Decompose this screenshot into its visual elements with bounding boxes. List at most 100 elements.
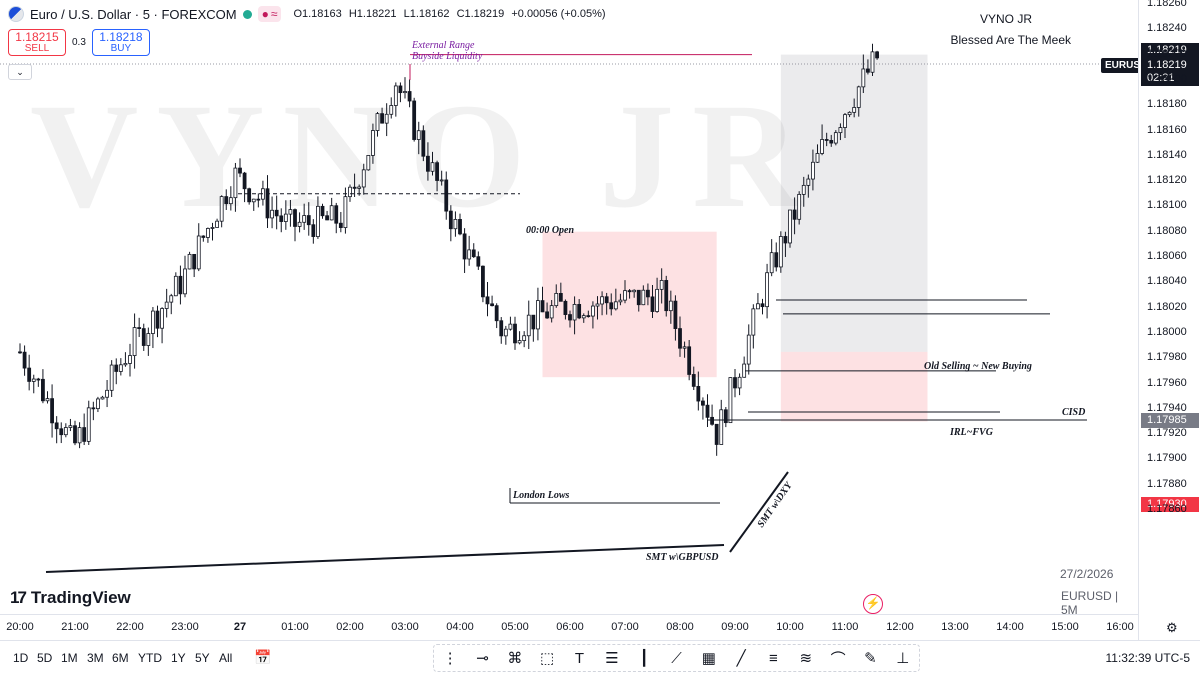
candle-body [169, 295, 174, 303]
candle-body [215, 220, 219, 228]
curve-icon[interactable]: ⌒ [830, 650, 846, 668]
candle-body [416, 130, 421, 140]
candle-body [109, 364, 114, 391]
time-axis[interactable]: 20:00 21:00 22:00 23:00 27 01:00 02:00 03:00 04:… [0, 614, 1138, 640]
candle-body [311, 224, 316, 237]
candle-body [756, 303, 760, 310]
candle-body [728, 377, 733, 424]
price-tick: 1.17920 [1147, 427, 1187, 440]
range-button-6m[interactable]: 6M [112, 651, 129, 665]
candle-body [183, 268, 187, 295]
grid-icon[interactable]: ▦ [701, 650, 716, 667]
cisd-label: CISD [1062, 407, 1085, 418]
dot-icon: ● [261, 7, 269, 21]
brush-icon[interactable]: ✎ [864, 650, 877, 667]
range-button-5d[interactable]: 5D [37, 651, 53, 665]
lightning-icon[interactable]: ⚡ [863, 594, 883, 614]
candle-body [178, 275, 183, 295]
irl-fvg-label: IRL~FVG [949, 427, 994, 438]
sell-button[interactable]: 1.18215 SELL [8, 29, 66, 56]
candle-body [595, 303, 600, 307]
text-tool-icon[interactable]: T [574, 649, 585, 667]
smt-dxy-label: SMT w\DXY [755, 480, 795, 530]
candle-body [458, 219, 462, 235]
candle-body [581, 315, 586, 319]
zigzag-icon[interactable]: ≋ [799, 650, 813, 667]
candle-body [334, 205, 339, 224]
candle-body [650, 296, 655, 312]
candle-body [778, 236, 783, 268]
compare-pill[interactable]: ● ≈ [257, 6, 282, 22]
external-range-label: External Range [411, 40, 475, 51]
candle-body [490, 303, 494, 307]
tradingview-logo[interactable]: 17 TradingView [10, 588, 131, 608]
candle-body [160, 308, 164, 329]
horizontal-line-icon[interactable]: ⊸ [476, 650, 489, 667]
time-tick: 27 [233, 621, 247, 633]
candle-body [627, 290, 632, 293]
candle-body [320, 205, 325, 217]
time-tick: 11:00 [831, 621, 859, 633]
chart-date: 27/2/2026 [1060, 567, 1114, 581]
cursor-icon[interactable]: ⋮ [442, 650, 458, 667]
candle-icon[interactable]: ┃ [639, 650, 649, 667]
ohlc-close: C1.18219 [456, 8, 505, 20]
range-button-5y[interactable]: 5Y [195, 651, 210, 665]
price-tick: 1.18240 [1147, 22, 1187, 35]
candle-body [73, 425, 77, 444]
candle-body [783, 236, 788, 244]
candle-body [265, 188, 270, 219]
fib-retracement-icon[interactable]: ☰ [605, 650, 619, 667]
symbol-title[interactable]: Euro / U.S. Dollar · 5 · FOREXCOM [30, 6, 237, 22]
range-button-3m[interactable]: 3M [87, 651, 104, 665]
candle-body [91, 407, 96, 410]
candle-body [96, 398, 100, 410]
rectangle-icon[interactable]: ⬚ [540, 650, 555, 667]
time-tick: 21:00 [61, 621, 89, 633]
candle-body [503, 328, 508, 337]
buy-button[interactable]: 1.18218 BUY [91, 29, 150, 56]
ohlc-high: H1.18221 [348, 8, 397, 20]
candle-body [274, 209, 279, 217]
price-axis[interactable]: 1.18219 1.18219 02:21 1.17985 1.17930 1.… [1138, 0, 1200, 640]
measure-icon[interactable]: ⊥ [896, 650, 910, 667]
candle-body [600, 296, 604, 305]
candle-body [224, 196, 229, 205]
trade-panel: 1.18215 SELL 0.3 1.18218 BUY [8, 29, 150, 56]
range-button-ytd[interactable]: YTD [138, 651, 162, 665]
ray-icon[interactable]: ╱ [736, 650, 746, 667]
range-button-all[interactable]: All [219, 651, 233, 665]
node-path-icon[interactable]: ⌘ [507, 650, 523, 667]
candle-body [233, 167, 238, 199]
candle-body [123, 363, 128, 366]
range-button-1d[interactable]: 1D [13, 651, 29, 665]
candle-body [737, 376, 742, 389]
candle-body [659, 280, 664, 290]
candle-body [632, 289, 637, 293]
smt-gbpusd-trendline [45, 544, 725, 573]
date-range-calendar-icon[interactable]: 📅 [254, 649, 272, 665]
clock-time[interactable]: 11:32:39 UTC-5 [1105, 651, 1191, 665]
candle-body [517, 340, 522, 344]
candle-body [820, 139, 824, 154]
collapse-chevron-icon[interactable]: ⌄ [8, 64, 32, 80]
candle-body [467, 249, 472, 260]
chart-area[interactable]: VYNO JR External Range Buyside Liquidity 0… [0, 0, 1138, 640]
candle-body [384, 113, 389, 124]
range-button-1m[interactable]: 1M [61, 651, 78, 665]
axis-settings-gear-icon[interactable]: ⚙ [1166, 620, 1178, 635]
candle-body [219, 196, 224, 222]
candle-body [201, 235, 206, 238]
candle-body [623, 290, 627, 301]
smt-gbpusd-label: SMT w\GBPUSD [646, 552, 719, 563]
parallel-channel-icon[interactable]: ≡ [769, 649, 778, 667]
symbol-header: Euro / U.S. Dollar · 5 · FOREXCOM ● ≈ O1… [8, 6, 610, 22]
trend-line-icon[interactable]: ⟋ [671, 649, 682, 667]
range-button-1y[interactable]: 1Y [171, 651, 186, 665]
ohlc-change: +0.00056 (+0.05%) [511, 8, 606, 20]
candle-body [485, 296, 490, 305]
price-tick: 1.18260 [1147, 0, 1187, 9]
candle-body [792, 209, 797, 220]
candle-body [453, 219, 458, 230]
